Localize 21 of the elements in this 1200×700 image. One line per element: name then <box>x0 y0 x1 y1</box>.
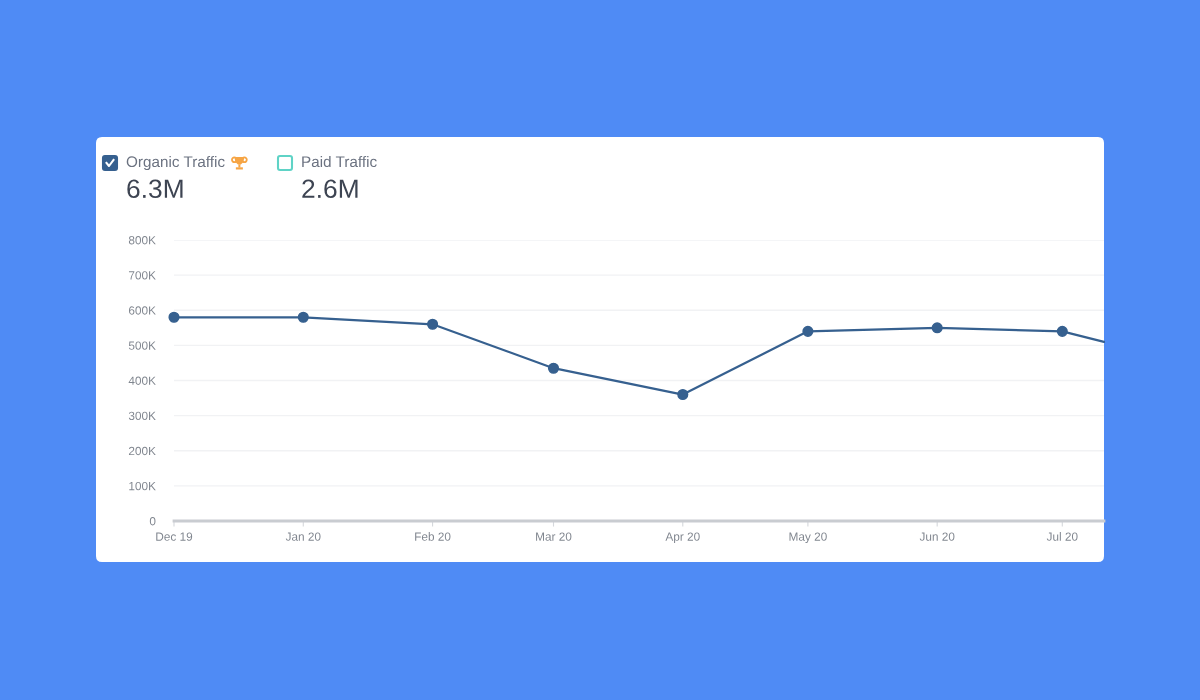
x-tick-label: Jun 20 <box>919 532 955 541</box>
x-tick-label: Dec 19 <box>156 532 193 541</box>
legend-label: Organic Traffic <box>126 155 225 171</box>
y-tick-label: 800K <box>128 236 156 245</box>
x-tick-label: Feb 20 <box>415 532 451 541</box>
y-tick-label: 500K <box>128 341 156 350</box>
text: 2.6M <box>302 179 358 199</box>
x-tick-label: Mar 20 <box>536 532 572 541</box>
x-tick-label: Apr 20 <box>665 532 700 544</box>
y-tick-label: 700K <box>128 271 156 280</box>
x-tick-label: May 20 <box>789 532 827 544</box>
x-tick-label: Jul 20 <box>1046 532 1078 541</box>
legend-label: Paid Traffic <box>302 155 377 168</box>
y-tick-label: 400K <box>128 376 156 385</box>
y-tick-label: 100K <box>129 481 156 491</box>
y-tick-label: 300K <box>128 411 156 421</box>
y-tick-label: 600K <box>128 306 156 315</box>
x-tick-label: Jan 20 <box>285 532 321 541</box>
y-tick-label: 0 <box>149 517 156 526</box>
y-tick-label: 200K <box>128 446 156 456</box>
text: 6.3M <box>127 179 183 199</box>
